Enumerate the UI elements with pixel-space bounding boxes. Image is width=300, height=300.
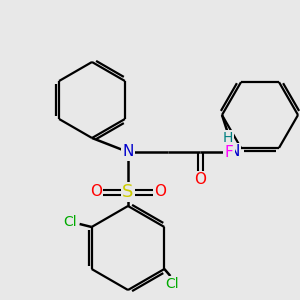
Text: N: N	[122, 145, 134, 160]
Text: F: F	[225, 146, 233, 160]
Text: S: S	[122, 183, 134, 201]
Text: H: H	[223, 131, 233, 145]
Text: Cl: Cl	[166, 277, 179, 291]
Text: N: N	[228, 145, 240, 160]
Text: O: O	[194, 172, 206, 188]
Text: Cl: Cl	[63, 215, 76, 229]
Text: O: O	[154, 184, 166, 200]
Text: O: O	[90, 184, 102, 200]
